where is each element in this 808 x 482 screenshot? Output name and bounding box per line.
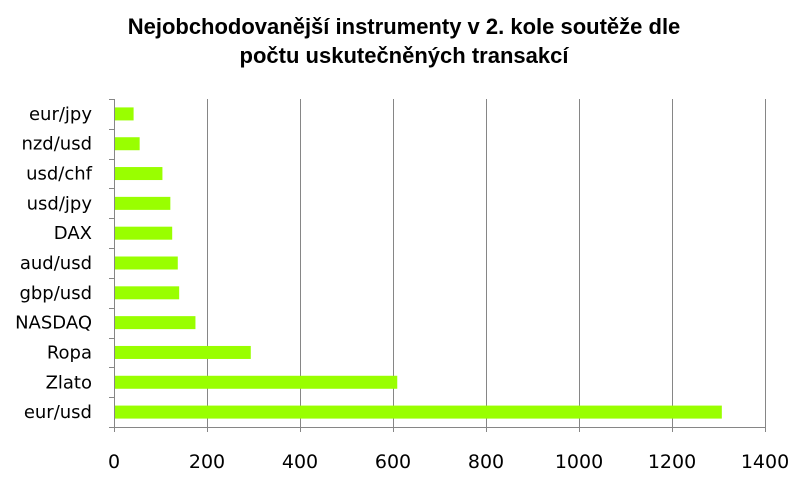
x-tick-label: 600: [375, 451, 411, 473]
bar: [115, 286, 180, 300]
category-label: usd/chf: [26, 164, 93, 185]
x-tick-label: 800: [468, 451, 504, 473]
bar: [115, 375, 398, 389]
bar: [115, 226, 173, 240]
x-tick-label: 1400: [741, 451, 789, 473]
category-label: NASDAQ: [15, 313, 92, 334]
category-label: eur/jpy: [29, 104, 92, 125]
category-label: Ropa: [47, 342, 92, 363]
bar: [115, 256, 178, 270]
x-tick-labels: 0 200 400 600 800 1000 1200 1400: [108, 451, 789, 473]
bar: [115, 137, 140, 151]
x-tick-label: 1000: [555, 451, 603, 473]
category-label: gbp/usd: [19, 283, 92, 304]
chart-title-line-2: počtu uskutečněných transakcí: [239, 43, 569, 68]
x-tick-label: 200: [189, 451, 225, 473]
category-label: usd/jpy: [27, 193, 93, 214]
bar: [115, 345, 251, 359]
x-tick-label: 0: [108, 451, 120, 473]
x-tick-label: 1200: [648, 451, 696, 473]
category-labels: eur/jpy nzd/usd usd/chf usd/jpy DAX aud/usd gb…: [15, 104, 93, 423]
category-label: nzd/usd: [21, 134, 92, 155]
x-tick-label: 400: [282, 451, 318, 473]
category-label: aud/usd: [20, 253, 92, 274]
axes: [109, 99, 766, 432]
category-label: DAX: [54, 223, 92, 244]
bar: [115, 196, 171, 210]
category-label: Zlato: [46, 372, 92, 393]
bar: [115, 107, 134, 121]
chart-title-line-1: Nejobchodovanější instrumenty v 2. kole …: [127, 14, 681, 39]
bar: [115, 316, 196, 330]
bar: [115, 405, 722, 419]
bars: [115, 107, 722, 419]
gridlines: [207, 99, 766, 427]
chart-title: Nejobchodovanější instrumenty v 2. kole …: [0, 12, 808, 70]
category-label: eur/usd: [24, 402, 92, 423]
bar: [115, 167, 163, 181]
